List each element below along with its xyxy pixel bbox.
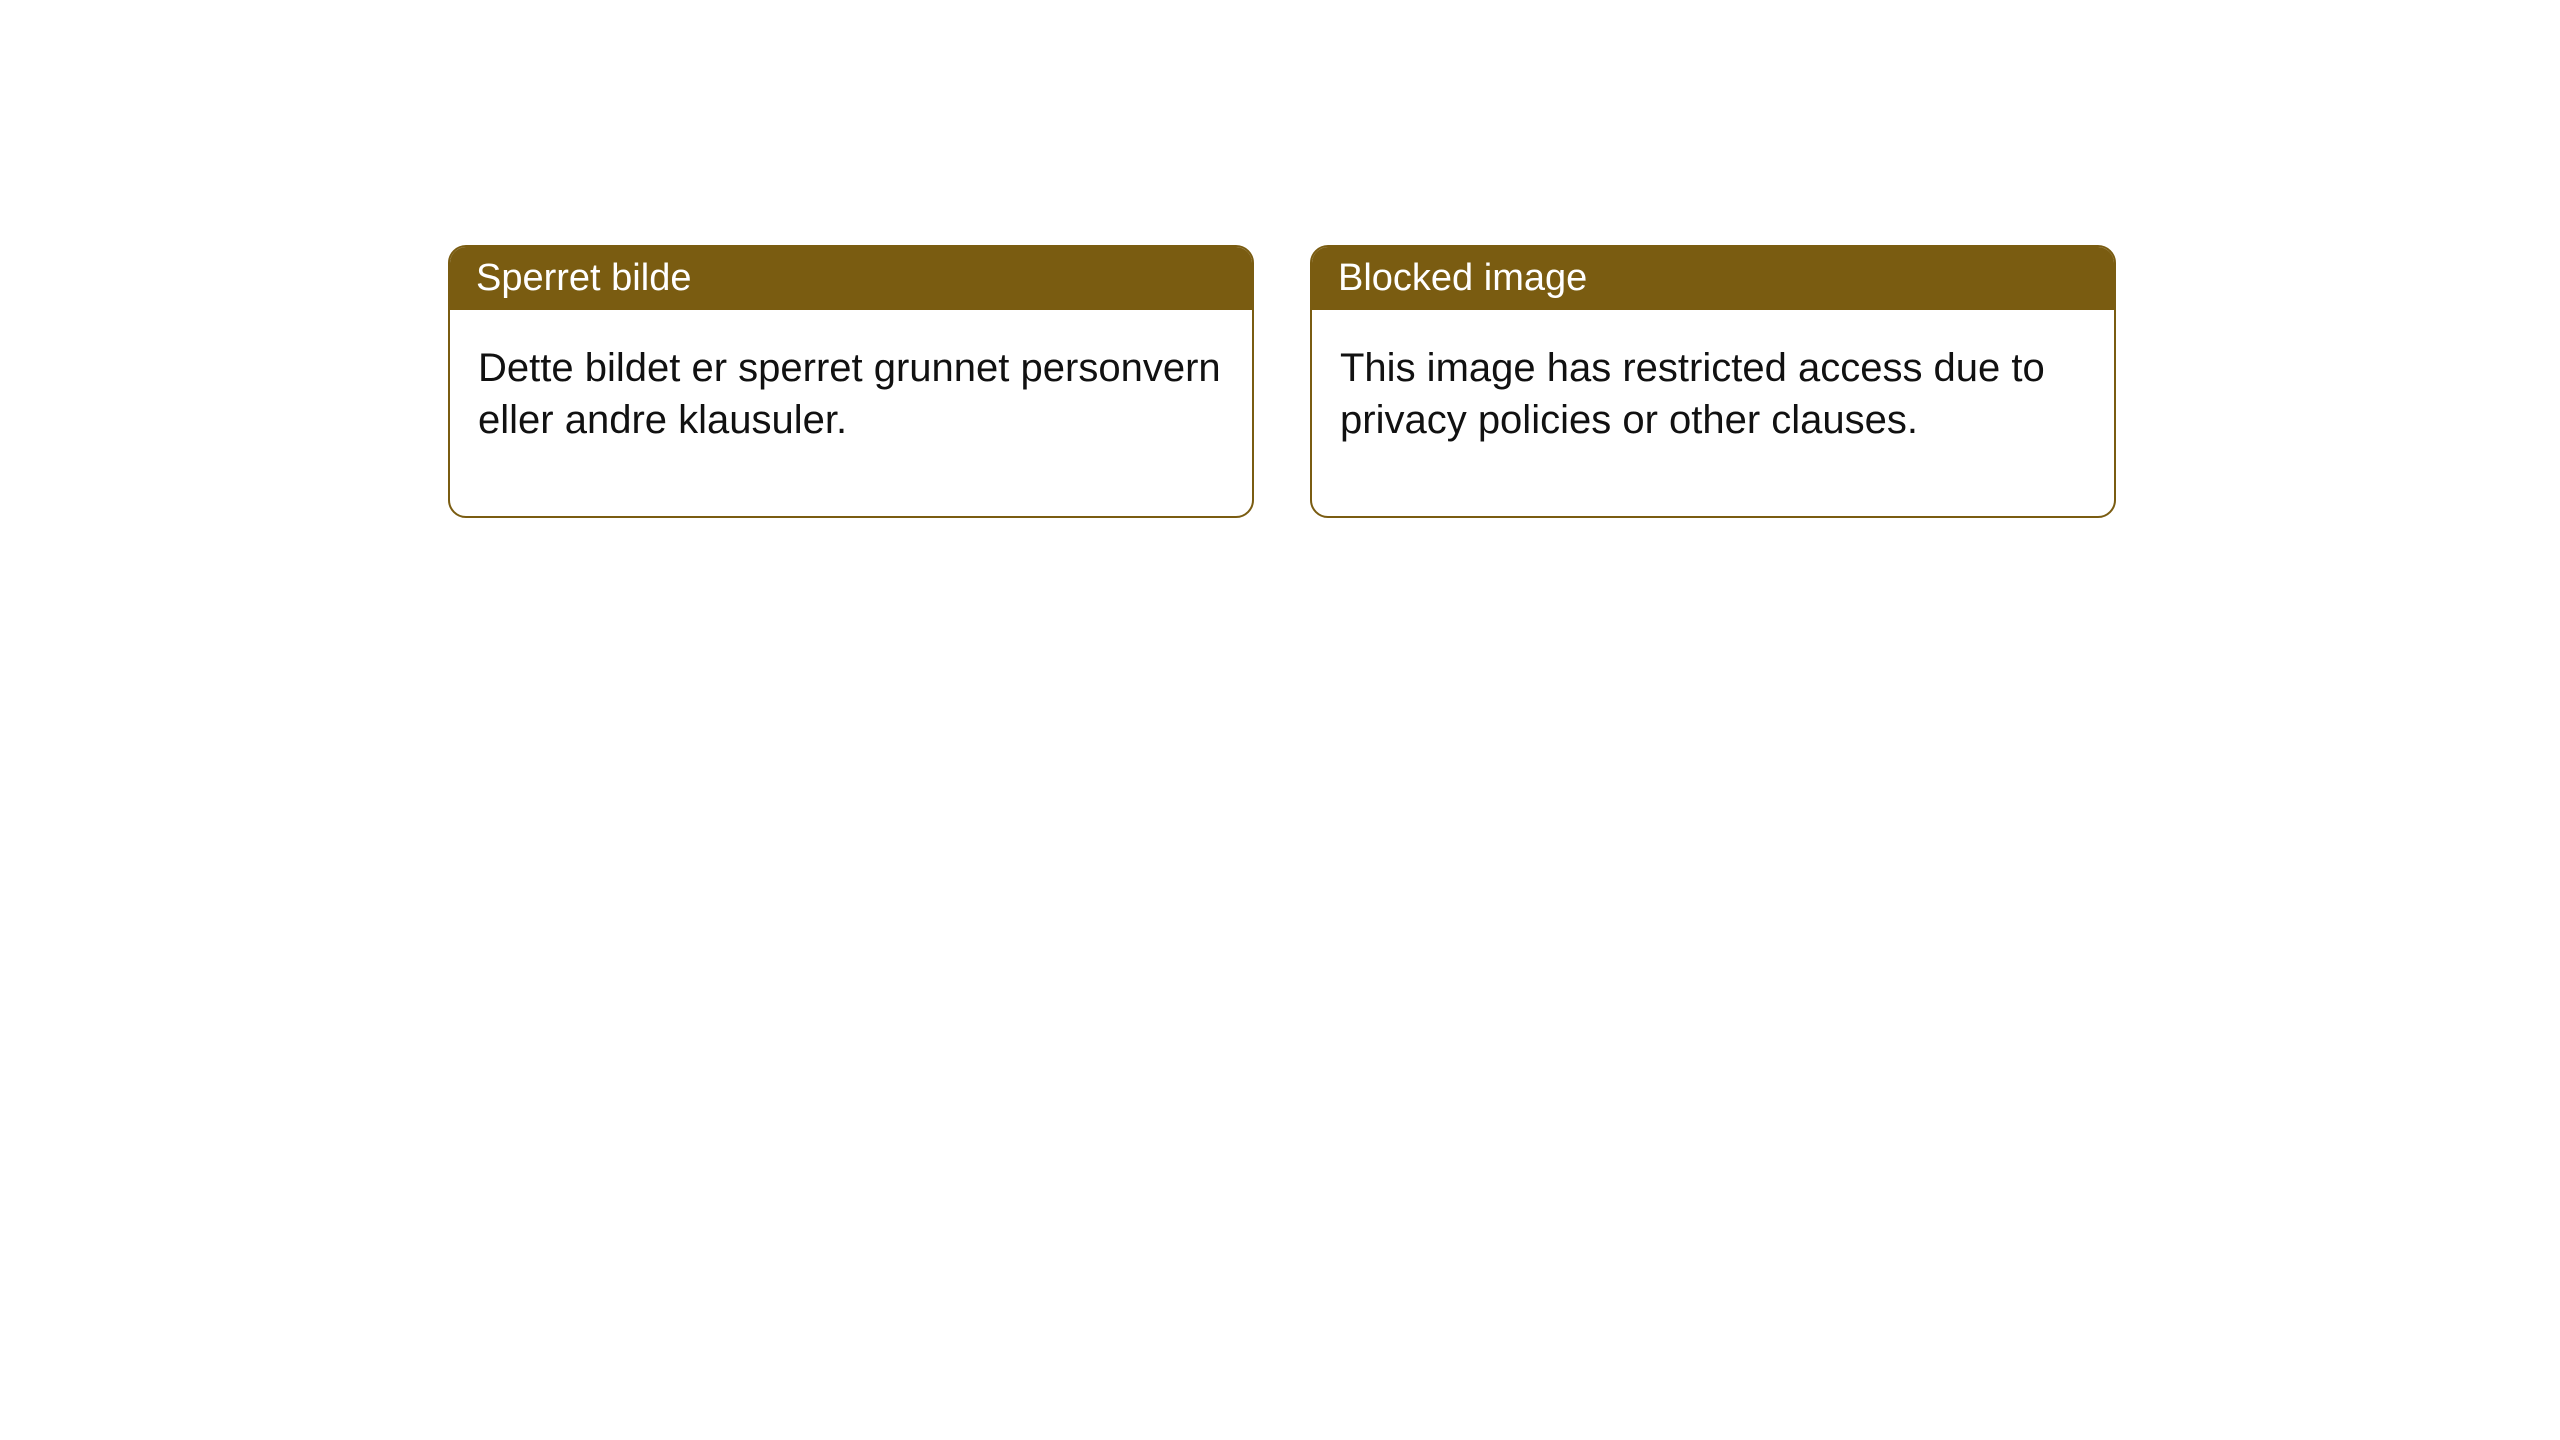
- notice-box-english: Blocked image This image has restricted …: [1310, 245, 2116, 518]
- notice-body: This image has restricted access due to …: [1312, 310, 2114, 516]
- notice-header: Sperret bilde: [450, 247, 1252, 310]
- notice-box-norwegian: Sperret bilde Dette bildet er sperret gr…: [448, 245, 1254, 518]
- notice-body: Dette bildet er sperret grunnet personve…: [450, 310, 1252, 516]
- notice-header: Blocked image: [1312, 247, 2114, 310]
- notice-container: Sperret bilde Dette bildet er sperret gr…: [0, 0, 2560, 518]
